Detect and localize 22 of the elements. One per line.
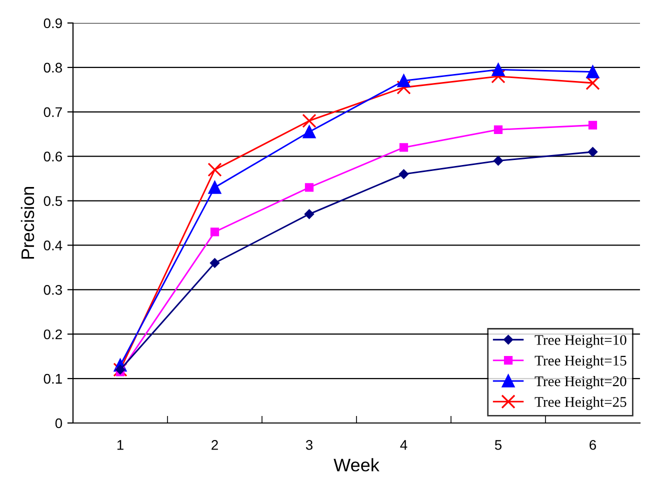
x-tick-label: 1 (117, 440, 124, 450)
x-tick-label: 5 (494, 440, 502, 450)
y-tick-label: 0.3 (44, 285, 62, 295)
y-tick-label: 0.9 (44, 18, 62, 28)
y-axis-title: Precision (20, 187, 34, 259)
y-tick-label: 0 (55, 418, 62, 428)
y-tick-label: 0.8 (44, 62, 62, 73)
y-tick-label: 0.2 (44, 329, 62, 340)
y-tick-label: 0.7 (44, 107, 62, 118)
legend-label: Tree Height=15 (534, 355, 626, 369)
y-tick-label: 0.1 (44, 374, 62, 384)
x-tick-label: 4 (400, 440, 408, 450)
y-tick-label: 0.5 (44, 196, 62, 206)
legend-label: Tree Height=25 (534, 396, 626, 410)
legend-label: Tree Height=10 (534, 334, 626, 348)
y-tick-label: 0.4 (44, 240, 62, 250)
x-tick-label: 2 (212, 440, 218, 450)
x-tick-label: 6 (590, 440, 596, 450)
legend-label: Tree Height=20 (534, 376, 626, 390)
x-tick-label: 3 (306, 440, 312, 450)
x-axis-title: Week (334, 458, 380, 472)
y-tick-label: 0.6 (44, 152, 62, 162)
